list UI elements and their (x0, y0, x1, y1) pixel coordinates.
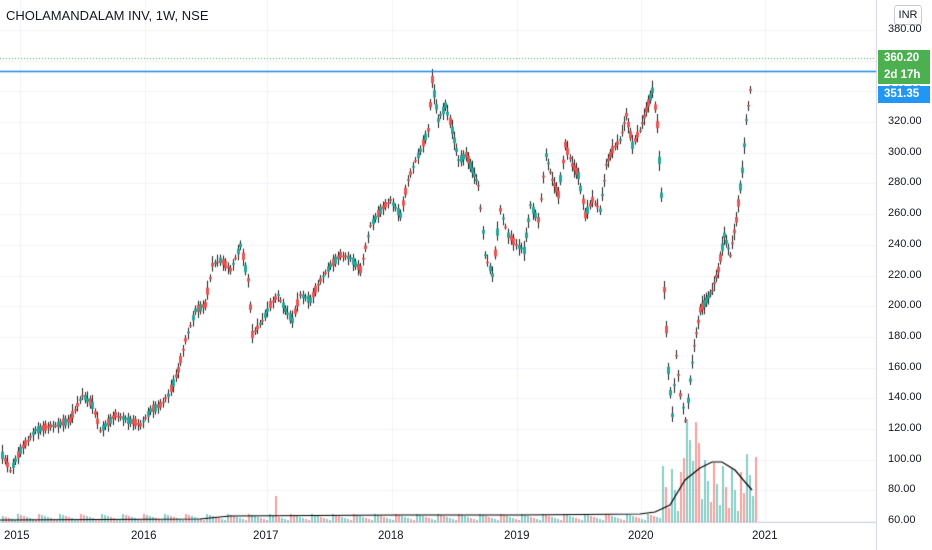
time-axis-label: 2016 (131, 530, 157, 542)
currency-button[interactable]: INR (894, 5, 922, 25)
level-price-badge: 351.35 (878, 86, 930, 103)
time-axis-label: 2015 (4, 530, 30, 542)
time-axis-label: 2020 (628, 530, 654, 542)
price-axis-label: 60.00 (888, 514, 916, 526)
time-axis-label: 2018 (378, 530, 404, 542)
price-axis-label: 180.00 (888, 329, 922, 342)
chart-title: CHOLAMANDALAM INV, 1W, NSE (6, 8, 209, 23)
price-axis-label: 120.00 (888, 421, 922, 434)
price-axis-label: 80.00 (888, 483, 916, 496)
price-axis-label: 220.00 (888, 268, 922, 281)
last-price-badge: 360.20 (878, 50, 930, 67)
time-axis-label: 2021 (752, 530, 778, 542)
price-axis-label: 240.00 (888, 237, 922, 250)
price-axis-label: 280.00 (888, 176, 922, 189)
price-axis-label: 140.00 (888, 391, 922, 404)
price-axis-label: 300.00 (888, 145, 922, 158)
price-axis-label: 160.00 (888, 360, 922, 373)
price-axis-label: 260.00 (888, 207, 922, 220)
price-axis-label: 100.00 (888, 452, 922, 465)
price-axis-label: 380.00 (888, 23, 922, 35)
time-axis-label: 2019 (504, 530, 530, 542)
price-axis-label: 200.00 (888, 299, 922, 312)
countdown-badge: 2d 17h (878, 67, 930, 84)
price-axis-label: 320.00 (888, 115, 922, 128)
time-axis-label: 2017 (253, 530, 279, 542)
